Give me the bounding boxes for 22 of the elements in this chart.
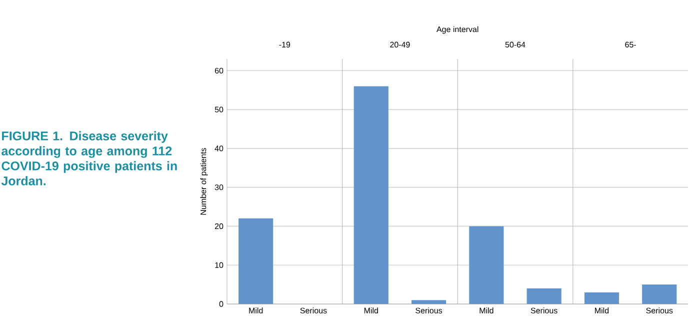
- x-tick-label: Serious: [530, 308, 558, 314]
- chart-title: 50-64: [505, 42, 526, 48]
- y-tick-label: 10: [215, 262, 224, 268]
- y-tick-label: 20: [214, 223, 224, 230]
- x-tick-label: Mild: [364, 308, 378, 314]
- chart-title: 65-: [625, 42, 636, 48]
- x-tick-label: Serious: [300, 308, 327, 314]
- x-tick-label: Mild: [249, 308, 263, 314]
- y-tick-label: 30: [214, 184, 224, 190]
- text: FIGURE 1. Disease severity according to age among 112 COVID-19 positive patients in Jordan.: [1, 131, 177, 186]
- x-tick-label: Mild: [595, 308, 609, 314]
- x-tick-label: Serious: [416, 308, 442, 314]
- y-tick-label: 40: [214, 146, 224, 152]
- y-axis-title: Number of patients: [200, 148, 208, 215]
- x-tick-label: Serious: [646, 308, 673, 314]
- chart-title: 20-49: [390, 42, 410, 48]
- y-tick-label: 60: [214, 68, 224, 74]
- y-tick-label: 0: [219, 301, 224, 307]
- text: Age interval: [436, 26, 478, 34]
- y-tick-label: 50: [214, 106, 224, 112]
- chart-title: -19: [279, 42, 290, 48]
- x-tick-label: Mild: [480, 308, 494, 314]
